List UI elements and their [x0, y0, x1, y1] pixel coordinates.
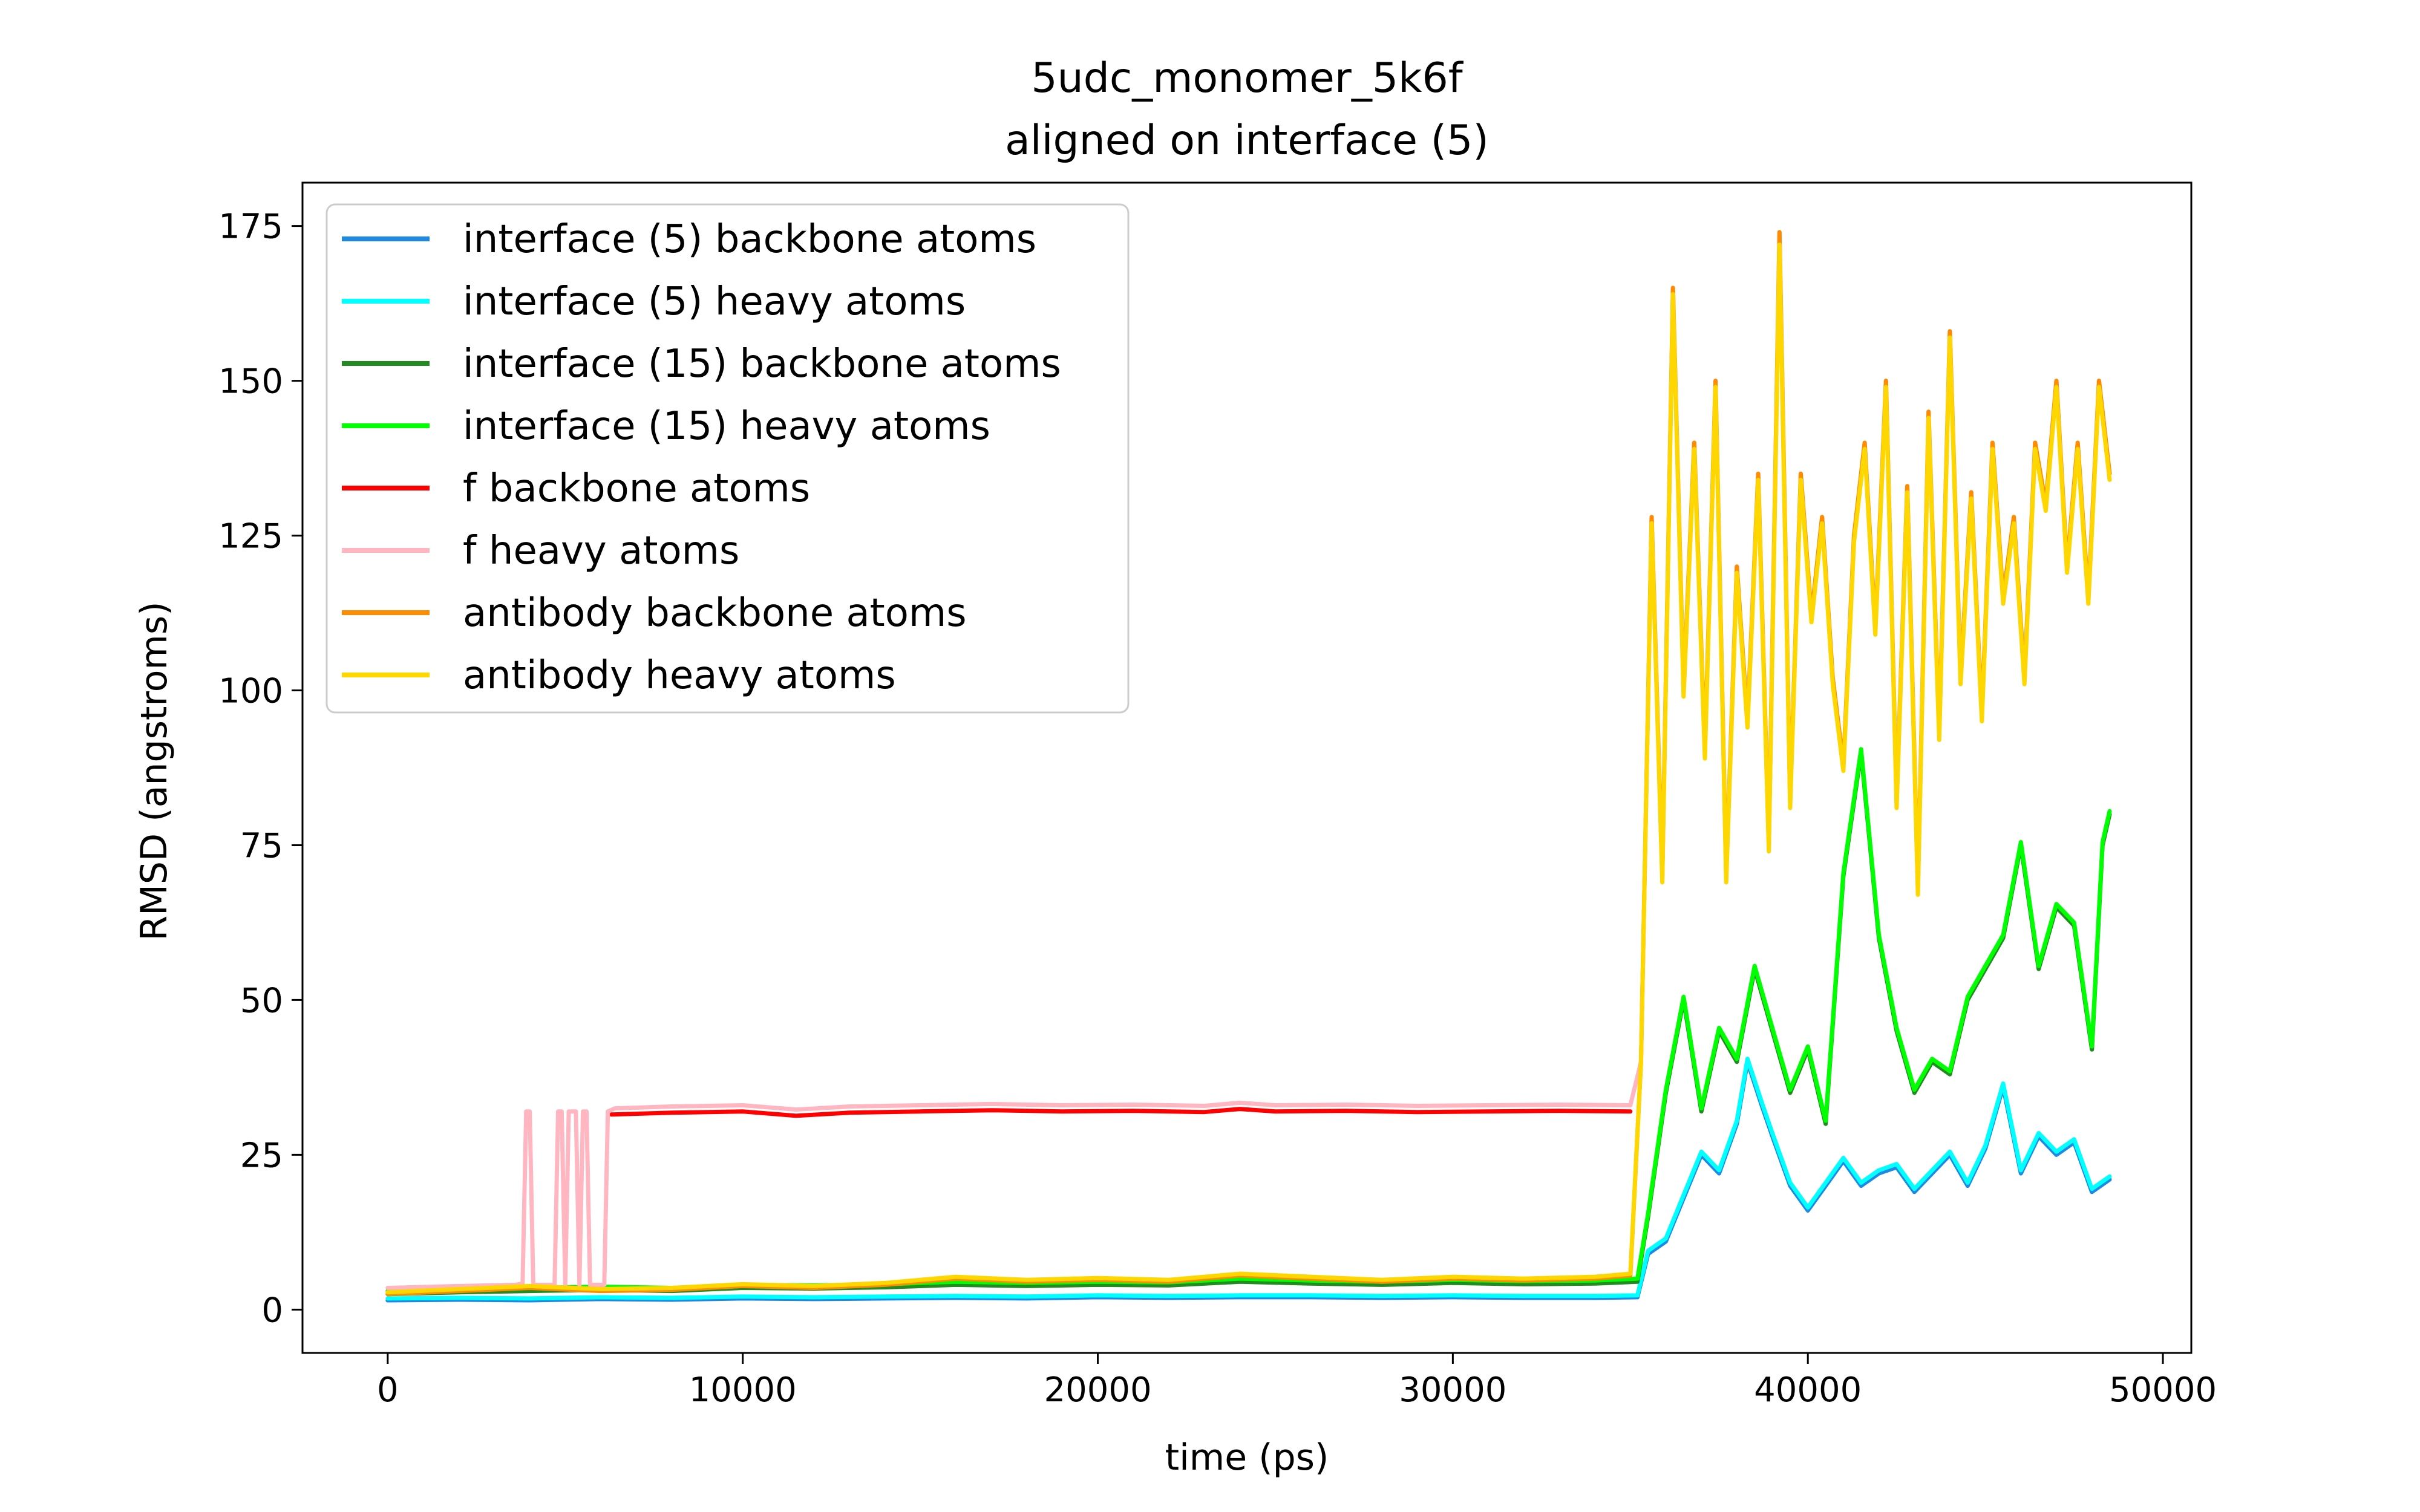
y-tick-label: 25 — [240, 1136, 283, 1175]
y-tick-label: 150 — [218, 362, 283, 402]
x-tick-label: 10000 — [689, 1370, 797, 1410]
legend-label: interface (5) heavy atoms — [463, 279, 966, 324]
x-tick-label: 30000 — [1399, 1370, 1506, 1410]
legend-label: interface (5) backbone atoms — [463, 217, 1036, 262]
y-tick-label: 125 — [218, 517, 283, 556]
y-tick-label: 175 — [218, 207, 283, 247]
chart-title: 5udc_monomer_5k6f — [1031, 54, 1463, 102]
x-tick-label: 40000 — [1754, 1370, 1862, 1410]
legend-label: interface (15) heavy atoms — [463, 404, 990, 449]
legend-label: f backbone atoms — [463, 466, 810, 511]
x-tick-label: 50000 — [2109, 1370, 2217, 1410]
y-tick-label: 100 — [218, 672, 283, 711]
chart-subtitle: aligned on interface (5) — [1005, 117, 1489, 165]
x-tick-label: 0 — [377, 1370, 399, 1410]
y-tick-label: 50 — [240, 981, 283, 1020]
x-tick-label: 20000 — [1044, 1370, 1151, 1410]
y-tick-label: 75 — [240, 826, 283, 865]
series-line-8 — [385, 242, 2112, 1295]
series-line-2 — [385, 1057, 2112, 1301]
legend-label: f heavy atoms — [463, 529, 739, 573]
series-line-5 — [609, 1107, 1633, 1118]
legend: interface (5) backbone atoms interface (5… — [325, 203, 1130, 714]
legend-box — [325, 203, 1130, 714]
legend-label: interface (15) backbone atoms — [463, 342, 1061, 386]
axis-ticks: 0 10000 20000 30000 40000 50000 0 25 50 75 100 125 1… — [218, 207, 2217, 1410]
legend-label: antibody heavy atoms — [463, 653, 896, 698]
y-tick-label: 0 — [261, 1291, 283, 1330]
series-layer — [385, 230, 2112, 1303]
y-axis-label: RMSD (angstroms) — [133, 601, 175, 940]
x-axis-label: time (ps) — [1165, 1436, 1329, 1479]
plot-frame — [301, 181, 2193, 1354]
legend-label: antibody backbone atoms — [463, 591, 967, 636]
